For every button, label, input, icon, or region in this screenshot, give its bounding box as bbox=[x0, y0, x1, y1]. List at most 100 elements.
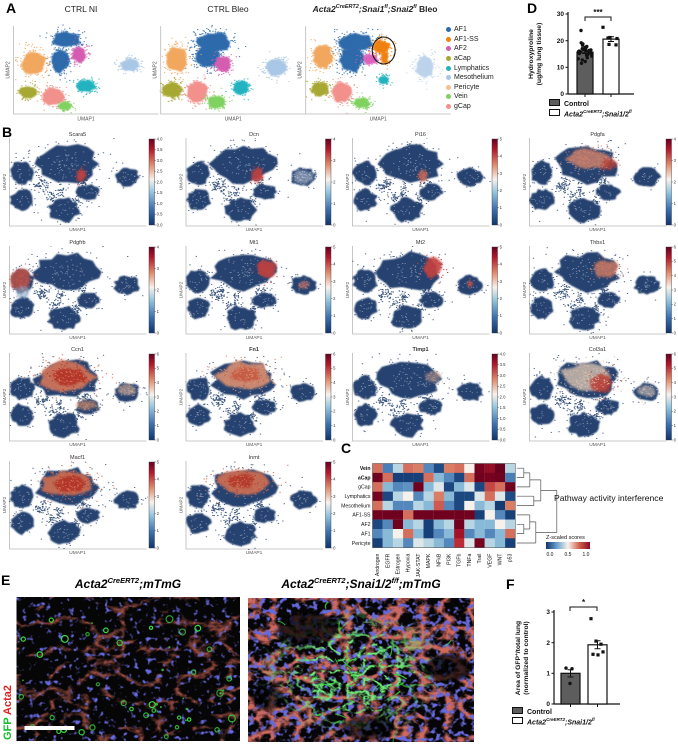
svg-text:5: 5 bbox=[333, 244, 336, 249]
svg-text:1.0: 1.0 bbox=[583, 552, 590, 558]
svg-text:Lymphatics: Lymphatics bbox=[344, 494, 370, 500]
svg-text:Estrogen: Estrogen bbox=[396, 553, 402, 574]
svg-text:UMAP1: UMAP1 bbox=[412, 442, 429, 448]
svg-text:3: 3 bbox=[674, 394, 677, 399]
svg-text:3: 3 bbox=[333, 394, 336, 399]
svg-text:UMAP1: UMAP1 bbox=[77, 117, 94, 123]
svg-text:p53: p53 bbox=[508, 553, 514, 562]
svg-text:20: 20 bbox=[557, 38, 565, 45]
svg-text:4: 4 bbox=[500, 262, 503, 267]
svg-text:2: 2 bbox=[333, 179, 336, 184]
svg-text:Pi16: Pi16 bbox=[415, 132, 426, 138]
svg-text:1: 1 bbox=[333, 528, 336, 533]
svg-text:Mt1: Mt1 bbox=[249, 240, 258, 246]
svg-text:2: 2 bbox=[674, 302, 677, 307]
svg-text:(normalized to control): (normalized to control) bbox=[523, 621, 530, 695]
svg-text:0: 0 bbox=[157, 545, 160, 550]
svg-text:UMAP2: UMAP2 bbox=[522, 173, 528, 190]
svg-text:2: 2 bbox=[674, 409, 677, 414]
svg-text:1.5: 1.5 bbox=[157, 190, 163, 195]
svg-text:1: 1 bbox=[500, 313, 503, 318]
svg-text:4: 4 bbox=[500, 154, 503, 159]
svg-text:UMAP1: UMAP1 bbox=[246, 227, 263, 233]
svg-text:1: 1 bbox=[157, 528, 160, 533]
svg-text:NFkB: NFkB bbox=[436, 553, 442, 567]
svg-text:AF1: AF1 bbox=[361, 531, 371, 537]
svg-text:JAK-STAT: JAK-STAT bbox=[416, 553, 422, 578]
svg-text:UMAP1: UMAP1 bbox=[370, 117, 387, 123]
svg-text:3.5: 3.5 bbox=[500, 362, 506, 367]
svg-text:0: 0 bbox=[560, 91, 564, 98]
svg-text:2: 2 bbox=[500, 188, 503, 193]
svg-text:4: 4 bbox=[333, 262, 336, 267]
svg-text:Mt2: Mt2 bbox=[416, 240, 425, 246]
svg-text:2: 2 bbox=[157, 287, 160, 292]
svg-text:UMAP1: UMAP1 bbox=[225, 117, 242, 123]
svg-text:UMAP1: UMAP1 bbox=[246, 442, 263, 448]
svg-text:0.5: 0.5 bbox=[157, 212, 163, 217]
svg-text:3: 3 bbox=[500, 171, 503, 176]
svg-text:UMAP2: UMAP2 bbox=[522, 281, 528, 298]
svg-text:UMAP2: UMAP2 bbox=[179, 388, 185, 405]
svg-text:2: 2 bbox=[333, 511, 336, 516]
svg-text:0: 0 bbox=[674, 437, 677, 442]
svg-text:UMAP2: UMAP2 bbox=[2, 281, 8, 298]
svg-text:MAPK: MAPK bbox=[426, 553, 432, 568]
svg-text:0.0: 0.0 bbox=[157, 222, 163, 227]
svg-text:UMAP1: UMAP1 bbox=[589, 335, 606, 341]
svg-text:UMAP2: UMAP2 bbox=[179, 173, 185, 190]
svg-text:0.0: 0.0 bbox=[547, 552, 554, 558]
svg-text:AF2: AF2 bbox=[361, 522, 371, 528]
svg-text:Dcn: Dcn bbox=[249, 132, 259, 138]
svg-text:TGFb: TGFb bbox=[457, 553, 463, 566]
svg-text:5: 5 bbox=[157, 366, 160, 371]
svg-text:Area of GFP+/total lung: Area of GFP+/total lung bbox=[514, 621, 522, 695]
svg-text:5: 5 bbox=[500, 244, 503, 249]
svg-text:Thbs1: Thbs1 bbox=[590, 240, 605, 246]
svg-text:PI3K: PI3K bbox=[447, 553, 453, 565]
svg-text:6: 6 bbox=[674, 244, 677, 249]
svg-text:4: 4 bbox=[333, 380, 336, 385]
svg-text:0: 0 bbox=[157, 330, 160, 335]
svg-text:0: 0 bbox=[333, 330, 336, 335]
svg-text:4: 4 bbox=[674, 273, 677, 278]
svg-text:5: 5 bbox=[674, 259, 677, 264]
svg-text:1: 1 bbox=[546, 671, 550, 678]
svg-text:0: 0 bbox=[674, 222, 677, 227]
svg-text:1: 1 bbox=[674, 316, 677, 321]
svg-text:Androgen: Androgen bbox=[375, 553, 381, 576]
svg-text:Pdgfrb: Pdgfrb bbox=[69, 240, 85, 246]
svg-text:Vein: Vein bbox=[360, 466, 371, 472]
svg-text:Inmt: Inmt bbox=[249, 455, 260, 461]
svg-text:0.5: 0.5 bbox=[500, 427, 506, 432]
svg-text:3: 3 bbox=[157, 494, 160, 499]
svg-text:Pathway activity interference: Pathway activity interference bbox=[554, 493, 664, 503]
svg-text:UMAP1: UMAP1 bbox=[589, 442, 606, 448]
svg-text:3: 3 bbox=[157, 266, 160, 271]
svg-text:Col3a1: Col3a1 bbox=[589, 347, 606, 353]
svg-text:6: 6 bbox=[333, 351, 336, 356]
svg-text:3: 3 bbox=[500, 279, 503, 284]
svg-text:0: 0 bbox=[333, 545, 336, 550]
svg-text:4.0: 4.0 bbox=[157, 136, 163, 141]
svg-text:2.0: 2.0 bbox=[157, 179, 163, 184]
svg-text:0: 0 bbox=[333, 437, 336, 442]
svg-text:3: 3 bbox=[333, 494, 336, 499]
svg-text:UMAP2: UMAP2 bbox=[153, 61, 159, 78]
svg-text:4: 4 bbox=[333, 477, 336, 482]
svg-text:Pdgfa: Pdgfa bbox=[590, 132, 605, 138]
svg-text:UMAP2: UMAP2 bbox=[2, 388, 8, 405]
svg-text:VEGF: VEGF bbox=[487, 554, 493, 568]
svg-text:Scara5: Scara5 bbox=[69, 132, 86, 138]
svg-text:UMAP2: UMAP2 bbox=[522, 388, 528, 405]
svg-text:UMAP1: UMAP1 bbox=[246, 550, 263, 556]
svg-text:WNT: WNT bbox=[498, 553, 504, 566]
svg-text:3: 3 bbox=[333, 279, 336, 284]
svg-text:4: 4 bbox=[674, 380, 677, 385]
svg-text:TNFa: TNFa bbox=[467, 553, 473, 566]
svg-text:0: 0 bbox=[500, 330, 503, 335]
svg-text:2.0: 2.0 bbox=[500, 394, 506, 399]
svg-text:UMAP2: UMAP2 bbox=[179, 281, 185, 298]
svg-text:4: 4 bbox=[157, 477, 160, 482]
svg-text:UMAP2: UMAP2 bbox=[345, 388, 351, 405]
